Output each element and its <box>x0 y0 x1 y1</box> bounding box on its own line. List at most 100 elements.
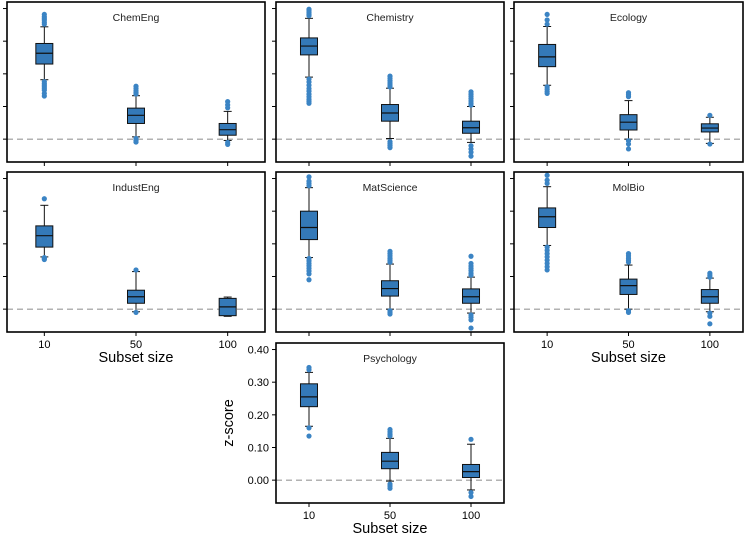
panel-title: MatScience <box>363 182 418 194</box>
boxplot-50 <box>127 83 145 145</box>
boxplot-10 <box>299 364 318 439</box>
x-axis-title: Subset size <box>353 521 428 534</box>
x-tick-label: 50 <box>130 339 142 351</box>
panel-chemeng: ChemEng0.000.100.200.300.40z-score <box>3 1 266 166</box>
panel-ecology: Ecology <box>510 1 744 166</box>
outlier-point <box>468 317 474 323</box>
outlier-point <box>387 485 393 491</box>
outlier-point <box>468 149 474 155</box>
x-tick-label: 50 <box>622 339 634 351</box>
x-tick-label: 10 <box>38 339 50 351</box>
x-axis-title: Subset size <box>99 350 174 366</box>
outlier-point <box>707 313 713 319</box>
x-axis-title: Subset size <box>591 350 666 366</box>
y-tick-label: 0.20 <box>248 410 269 422</box>
outlier-point <box>544 21 550 27</box>
panel-chemistry: Chemistry <box>272 1 505 166</box>
x-tick-label: 100 <box>462 510 480 522</box>
panel-psychology: Psychology 0.00 0.10 0.20 0.30 0.40 10 50 100 Sub… <box>221 342 505 534</box>
outlier-point <box>387 84 393 90</box>
outlier-point <box>625 141 632 147</box>
boxplot-10 <box>538 11 557 97</box>
boxplot-100 <box>462 436 481 500</box>
boxplot-100 <box>700 112 719 147</box>
x-tick-label: 10 <box>303 510 315 522</box>
outlier-point <box>133 139 139 145</box>
outlier-point <box>707 274 713 280</box>
box-iqr <box>538 207 557 229</box>
outlier-point <box>387 433 393 439</box>
outlier-point <box>707 141 713 147</box>
outlier-point <box>306 277 312 283</box>
outlier-point <box>306 433 312 439</box>
box-iqr <box>299 383 318 408</box>
outlier-point <box>306 100 312 106</box>
box-iqr <box>462 463 481 479</box>
box-iqr <box>538 43 557 68</box>
outlier-point <box>625 259 632 265</box>
outlier-point <box>133 91 139 97</box>
outlier-point <box>625 309 632 316</box>
outlier-point <box>707 112 713 118</box>
y-tick-label: 0.40 <box>248 345 269 357</box>
panel-molbio: MolBio 10 50 100 Subset size <box>510 171 744 366</box>
outlier-point <box>625 94 632 100</box>
boxplot-50 <box>619 251 638 316</box>
boxplot-10 <box>35 196 54 263</box>
outlier-point <box>468 325 474 331</box>
outlier-point <box>544 267 550 273</box>
outlier-point <box>468 253 474 259</box>
panel-title: IndustEng <box>112 182 159 194</box>
outlier-point <box>387 311 393 317</box>
outlier-point <box>306 13 312 19</box>
outlier-point <box>387 259 393 265</box>
panel-title: Ecology <box>610 12 648 24</box>
boxplot-10 <box>299 6 318 106</box>
x-tick-label: 10 <box>541 339 553 351</box>
outlier-point <box>225 141 231 147</box>
outlier-point <box>387 145 393 151</box>
outlier-point <box>306 425 312 431</box>
boxplot-50 <box>619 90 638 152</box>
outlier-point <box>468 153 474 159</box>
outlier-point <box>306 183 312 189</box>
outlier-point <box>306 271 312 277</box>
outlier-point <box>41 93 47 99</box>
panel-matscience: MatScience <box>272 171 505 336</box>
outlier-point <box>41 196 47 202</box>
boxplot-100 <box>218 296 237 317</box>
panel-title: ChemEng <box>113 12 160 24</box>
outlier-point <box>468 489 474 496</box>
boxplot-100 <box>462 89 481 159</box>
box-iqr <box>619 278 638 295</box>
x-tick-label: 50 <box>384 510 396 522</box>
box-iqr <box>381 451 399 470</box>
outlier-point <box>544 172 550 178</box>
outlier-point <box>468 272 474 278</box>
panel-title: MolBio <box>612 182 644 194</box>
outlier-point <box>544 180 550 187</box>
outlier-point <box>544 17 550 23</box>
boxplot-100 <box>700 270 719 327</box>
y-tick-label: 0.30 <box>248 377 269 389</box>
outlier-point <box>468 102 474 108</box>
outlier-point <box>707 321 713 327</box>
x-tick-label: 100 <box>701 339 719 351</box>
outlier-point <box>133 267 139 273</box>
y-tick-label: 0.00 <box>248 475 269 487</box>
outlier-point <box>41 256 47 263</box>
boxplot-10 <box>299 174 318 283</box>
boxplot-10 <box>538 172 557 273</box>
panel-industeng: IndustEng0.000.100.200.300.401050100Subs… <box>3 171 266 366</box>
boxplot-50 <box>127 267 145 316</box>
outlier-point <box>625 146 632 152</box>
boxplot-50 <box>381 426 399 491</box>
outlier-point <box>306 367 312 373</box>
boxplot-50 <box>381 248 399 317</box>
outlier-point <box>225 105 231 111</box>
boxplot-50 <box>381 73 399 151</box>
outlier-point <box>468 493 474 500</box>
outlier-point <box>41 21 47 27</box>
box-iqr <box>299 210 318 241</box>
